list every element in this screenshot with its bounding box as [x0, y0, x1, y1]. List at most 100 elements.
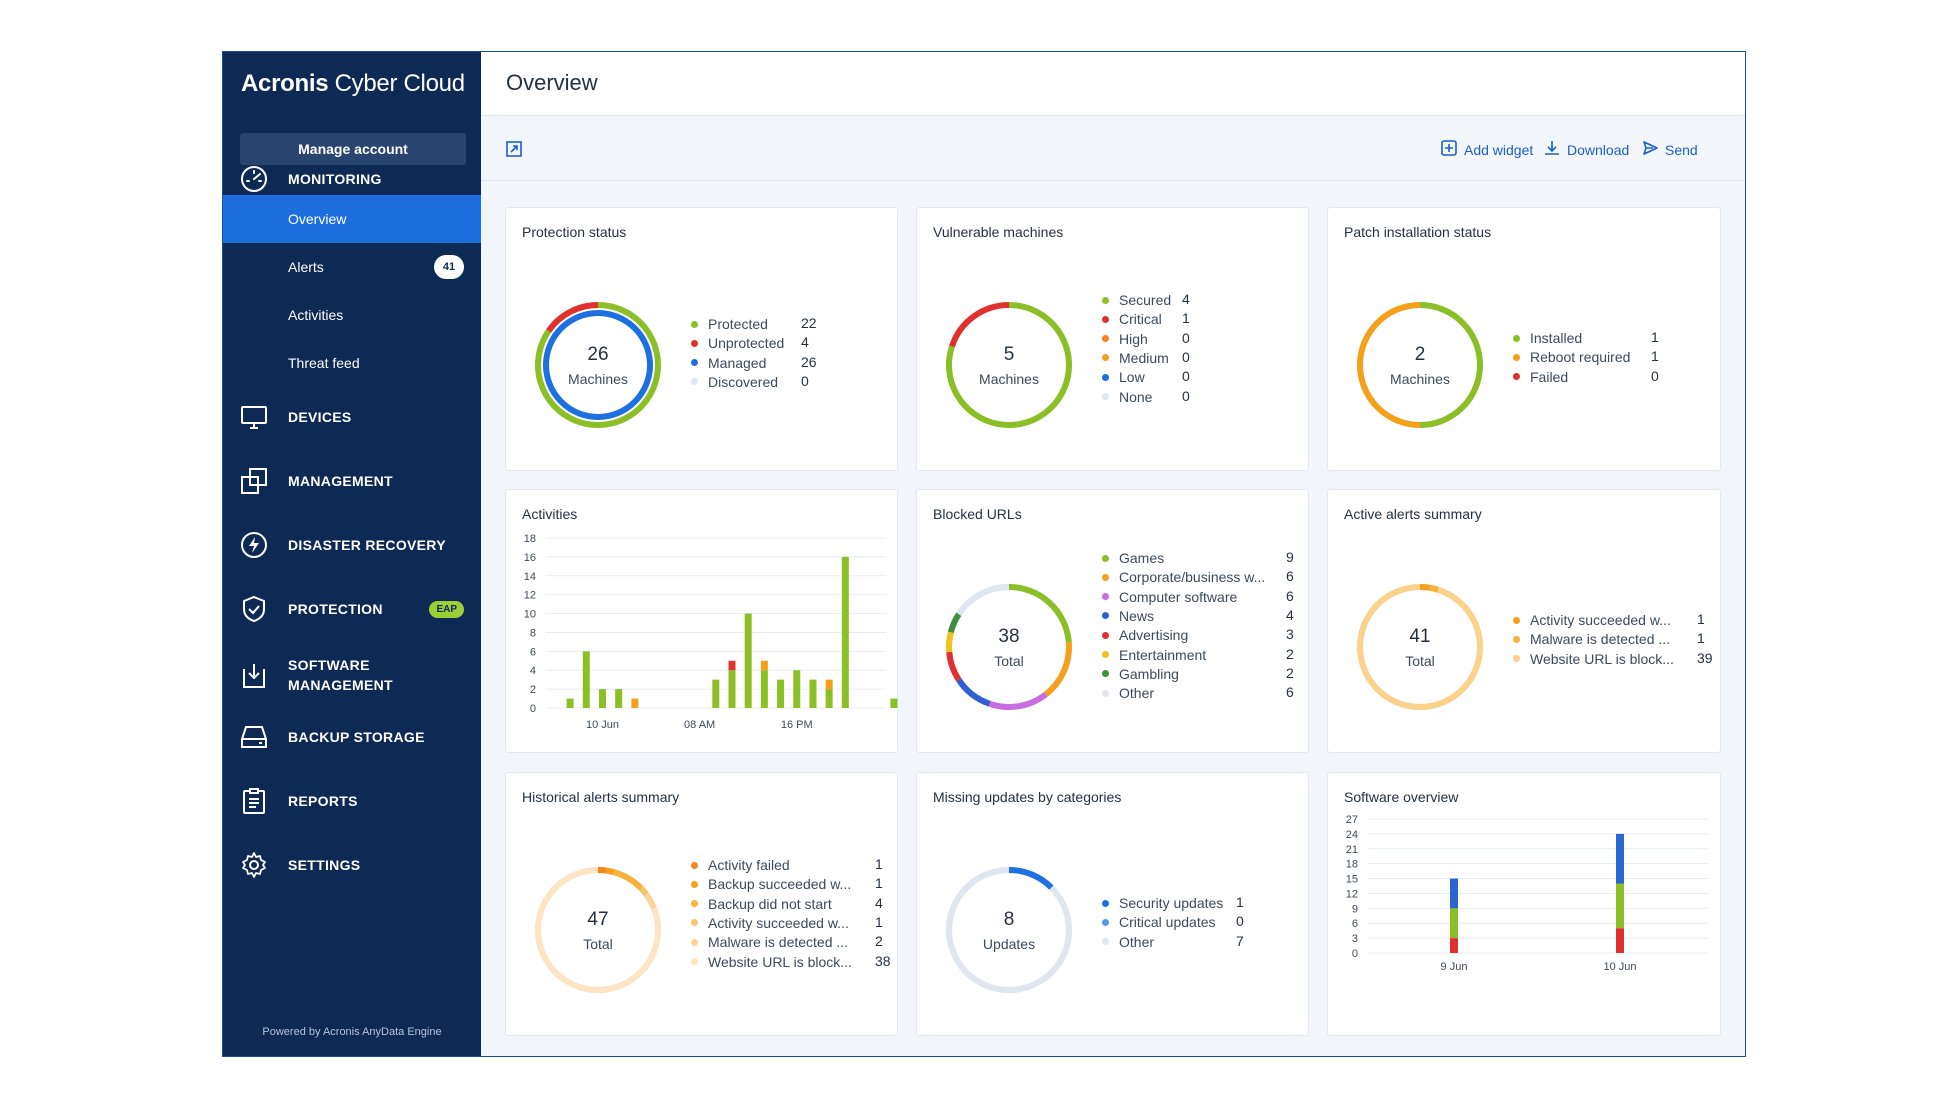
legend-item[interactable]: Managed — [691, 353, 766, 373]
legend-item[interactable]: Backup succeeded w... — [691, 874, 851, 894]
legend-label: Reboot required — [1530, 349, 1631, 366]
legend-item[interactable]: Activity succeeded w... — [1513, 610, 1671, 630]
patch-donut: 2 Machines — [1355, 300, 1485, 430]
nav-software-management[interactable]: SOFTWARE MANAGEMENT — [223, 653, 481, 697]
legend-item[interactable]: Unprotected — [691, 333, 784, 353]
activities-widget[interactable]: Activities 18 16 14 12 10 8 6 4 2 0 10 Jun 08 AM 16 … — [505, 489, 898, 753]
y-tick-label: 24 — [1346, 829, 1358, 841]
legend-item[interactable]: Other — [1102, 683, 1154, 703]
download-button[interactable]: Download — [1544, 140, 1629, 159]
legend-value: 1 — [1236, 894, 1244, 910]
brand-logo: Acronis Cyber Cloud — [241, 70, 465, 97]
legend-item[interactable]: Installed — [1513, 328, 1582, 348]
legend-item[interactable]: Medium — [1102, 348, 1169, 368]
vulnerable-donut: 5 Machines — [944, 300, 1074, 430]
nav-sub-threat-feed[interactable]: Threat feed — [223, 339, 481, 387]
legend-item[interactable]: Games — [1102, 548, 1164, 568]
send-button[interactable]: Send — [1642, 140, 1698, 159]
bar-segment — [809, 679, 817, 708]
nav-sub-label: Activities — [288, 307, 344, 323]
nav-management[interactable]: MANAGEMENT — [223, 461, 481, 501]
donut-center-label: Total — [994, 653, 1024, 669]
nav-devices[interactable]: DEVICES — [223, 397, 481, 437]
bar-segment — [728, 670, 736, 708]
bar-segment — [1616, 928, 1624, 953]
nav-sub-label: Threat feed — [288, 355, 360, 371]
legend-dot — [1513, 334, 1520, 342]
legend-value: 26 — [801, 353, 817, 370]
legend-item[interactable]: Activity succeeded w... — [691, 913, 849, 933]
bar-segment — [890, 698, 898, 708]
legend-value: 0 — [1182, 387, 1190, 404]
active-alerts-donut: 41 Total — [1355, 582, 1485, 712]
bar-segment — [1450, 908, 1458, 939]
legend-item[interactable]: Secured — [1102, 290, 1171, 310]
legend-item[interactable]: Website URL is block... — [1513, 649, 1674, 669]
nav-backup-storage[interactable]: BACKUP STORAGE — [223, 717, 481, 757]
widget-title: Missing updates by categories — [933, 789, 1122, 805]
widget-title: Activities — [522, 506, 578, 522]
legend-dot — [1102, 296, 1109, 304]
legend-item[interactable]: Security updates — [1102, 893, 1223, 913]
legend-item[interactable]: Critical updates — [1102, 912, 1216, 932]
legend-item[interactable]: Failed — [1513, 367, 1568, 387]
legend-label: Malware is detected ... — [708, 934, 849, 951]
legend-item[interactable]: None — [1102, 387, 1152, 407]
legend-dot — [1513, 635, 1520, 643]
expand-icon[interactable] — [505, 140, 523, 163]
legend-item[interactable]: Other — [1102, 932, 1154, 952]
software-overview-widget[interactable]: Software overview 27 24 21 18 15 12 9 6 3 0 9 Jun 1… — [1327, 772, 1721, 1036]
active-alerts-widget[interactable]: Active alerts summary 41 Total Activity s… — [1327, 489, 1721, 753]
nav-sub-alerts[interactable]: Alerts 41 — [223, 243, 481, 291]
missing-updates-widget[interactable]: Missing updates by categories 8 Updates S… — [916, 772, 1309, 1036]
nav-sub-activities[interactable]: Activities — [223, 291, 481, 339]
legend-value: 1 — [875, 856, 883, 872]
donut-center-label: Machines — [1390, 371, 1450, 387]
legend-value: 6 — [1286, 587, 1294, 604]
legend-label: Installed — [1530, 330, 1583, 346]
legend-item[interactable]: Protected — [691, 314, 768, 334]
legend-item[interactable]: Entertainment — [1102, 645, 1206, 665]
nav-monitoring[interactable]: MONITORING — [223, 159, 481, 199]
legend-item[interactable]: Malware is detected ... — [1513, 629, 1670, 649]
legend-item[interactable]: News — [1102, 606, 1154, 626]
legend-item[interactable]: Computer software — [1102, 587, 1237, 607]
nav-protection[interactable]: PROTECTION EAP — [223, 589, 481, 629]
legend-item[interactable]: Gambling — [1102, 664, 1179, 684]
legend-item[interactable]: Corporate/business w... — [1102, 567, 1265, 587]
legend-value: 2 — [1286, 664, 1294, 681]
legend-dot — [691, 880, 698, 888]
legend-item[interactable]: Advertising — [1102, 625, 1188, 645]
manage-account-button[interactable]: Manage account — [240, 133, 466, 165]
historical-alerts-widget[interactable]: Historical alerts summary 47 Total Activi… — [505, 772, 898, 1036]
bar-segment — [566, 698, 574, 708]
download-icon — [1544, 140, 1560, 159]
nav-settings[interactable]: SETTINGS — [223, 845, 481, 885]
nav-reports[interactable]: REPORTS — [223, 781, 481, 821]
legend-item[interactable]: Reboot required — [1513, 347, 1630, 367]
legend-value: 39 — [1697, 649, 1713, 666]
legend-dot — [1102, 612, 1109, 620]
legend-item[interactable]: Critical — [1102, 309, 1162, 329]
add-widget-button[interactable]: Add widget — [1441, 140, 1533, 159]
legend-item[interactable]: Website URL is block... — [691, 952, 852, 972]
donut-center-label: Machines — [979, 371, 1039, 387]
legend-item[interactable]: Malware is detected ... — [691, 932, 848, 952]
vulnerable-machines-widget[interactable]: Vulnerable machines 5 Machines Secured 4 Cr… — [916, 207, 1309, 471]
legend-item[interactable]: Activity failed — [691, 855, 790, 875]
legend-item[interactable]: Discovered — [691, 372, 778, 392]
legend-value: 4 — [1286, 606, 1294, 623]
patch-installation-widget[interactable]: Patch installation status 2 Machines Inst… — [1327, 207, 1721, 471]
legend-item[interactable]: Low — [1102, 367, 1145, 387]
legend-item[interactable]: Backup did not start — [691, 894, 832, 914]
donut-segment — [612, 869, 644, 891]
blocked-urls-widget[interactable]: Blocked URLs 38 Total Games 9 Corporate/bus… — [916, 489, 1309, 753]
legend-dot — [691, 958, 698, 965]
nav-sub-overview[interactable]: Overview — [223, 195, 481, 243]
protection-status-widget[interactable]: Protection status 26 Machines Protected 22… — [505, 207, 898, 471]
legend-item[interactable]: High — [1102, 329, 1148, 349]
legend-dot — [691, 900, 698, 908]
donut-segment — [1357, 584, 1483, 710]
nav-disaster-recovery[interactable]: DISASTER RECOVERY — [223, 525, 481, 565]
nav-label: SETTINGS — [288, 857, 361, 873]
